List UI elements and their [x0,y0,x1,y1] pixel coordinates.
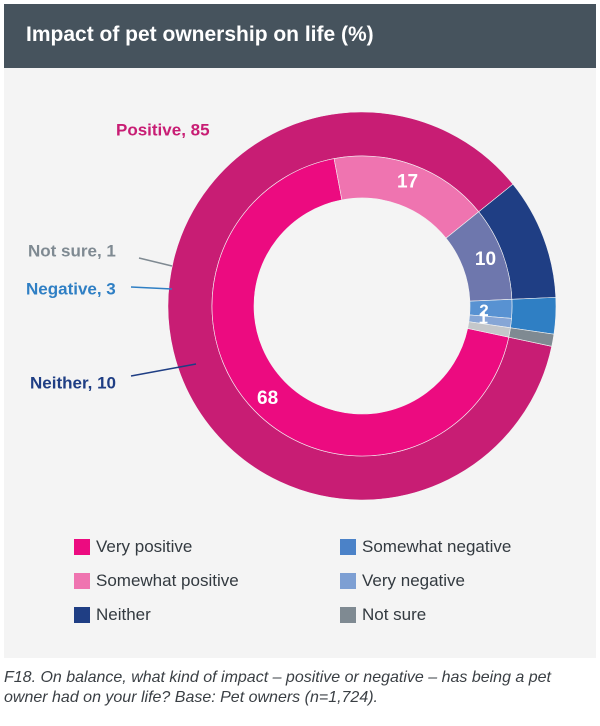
legend-label: Not sure [362,605,427,624]
outer-label-negative: Negative, 3 [26,280,116,299]
legend-label: Somewhat positive [96,571,239,590]
leader-line-neither [130,363,197,377]
legend-label: Very positive [96,537,193,556]
legend-swatch [74,573,90,589]
inner-value-label-very-positive: 68 [257,388,278,409]
outer-label-neither: Neither, 10 [30,374,116,393]
inner-value-label-neither: 10 [475,249,496,270]
chart-header: Impact of pet ownership on life (%) [4,4,596,68]
inner-labels: 68 17 10 21 [257,172,496,409]
legend-item-neither: Neither [74,604,151,626]
leader-line-not-sure [138,257,173,267]
inner-ring [211,155,513,457]
inner-slice-very-positive [211,158,510,457]
legend-swatch [340,573,356,589]
inner-value-label-somewhat-negative: 2 [479,301,488,320]
outer-label-not-sure: Not sure, 1 [28,242,116,261]
legend-item-somewhat-negative: Somewhat negative [340,536,511,558]
legend-swatch [340,539,356,555]
legend-label: Somewhat negative [362,537,512,556]
inner-slice-not-sure [467,321,511,338]
leader-lines [130,257,197,377]
outer-label-positive: Positive, 85 [116,121,210,140]
legend-label: Very negative [362,571,466,590]
outer-labels: Positive, 85 Neither, 10 Negative, 3 Not su… [26,121,210,393]
legend-swatch [74,539,90,555]
leader-line-negative [130,286,173,290]
legend-label: Neither [96,605,151,624]
legend-item-very-positive: Very positive [74,536,192,558]
outer-ring [167,111,557,501]
legend-item-somewhat-positive: Somewhat positive [74,570,239,592]
chart-caption: F18. On balance, what kind of impact – p… [4,669,551,706]
inner-value-label-somewhat-positive: 17 [397,172,418,193]
inner-value-label-very-negative: 1 [478,309,487,328]
legend-item-not-sure: Not sure [340,604,426,626]
legend-item-very-negative: Very negative [340,570,465,592]
legend-swatch [74,607,90,623]
legend-swatch [340,607,356,623]
chart-title: Impact of pet ownership on life (%) [26,23,374,46]
